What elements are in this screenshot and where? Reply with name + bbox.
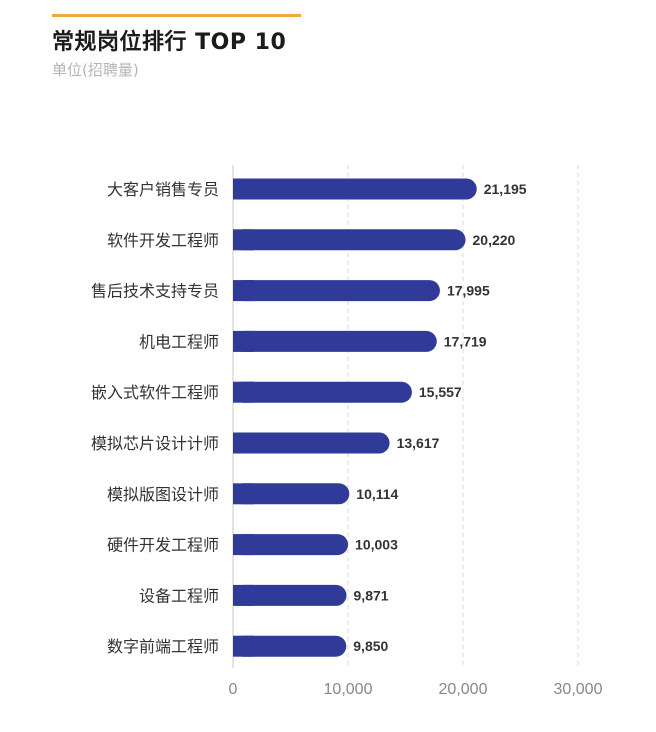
- bar-9: [233, 584, 347, 606]
- x-tick-label-30000: 30,000: [554, 681, 603, 698]
- category-label-4: 机电工程师: [139, 332, 219, 351]
- data-label-2: 20,220: [473, 232, 516, 248]
- chart-subtitle: 单位(招聘量): [52, 61, 139, 79]
- data-label-10: 9,850: [353, 638, 388, 654]
- category-label-8: 硬件开发工程师: [107, 536, 219, 555]
- bar-4: [233, 330, 437, 352]
- bar-base-10: [233, 635, 254, 657]
- data-label-6: 13,617: [397, 435, 440, 451]
- bar-base-9: [233, 584, 254, 606]
- category-label-2: 软件开发工程师: [107, 231, 219, 250]
- bar-base-8: [233, 534, 254, 556]
- category-label-10: 数字前端工程师: [107, 637, 219, 656]
- chart-title: 常规岗位排行 TOP 10: [52, 30, 287, 55]
- category-label-3: 售后技术支持专员: [91, 282, 219, 301]
- x-tick-label-10000: 10,000: [324, 681, 373, 698]
- bar-base-7: [233, 483, 254, 505]
- bar-base-4: [233, 330, 254, 352]
- title-accent-line: [52, 14, 301, 17]
- bar-base-2: [233, 229, 254, 251]
- category-label-1: 大客户销售专员: [107, 180, 219, 199]
- bar-base-5: [233, 381, 254, 403]
- bar-base-1: [233, 178, 254, 200]
- category-label-9: 设备工程师: [139, 586, 219, 605]
- category-label-6: 模拟芯片设计计师: [91, 434, 219, 453]
- data-label-7: 10,114: [356, 486, 398, 502]
- data-label-9: 9,871: [354, 587, 389, 603]
- category-label-5: 嵌入式软件工程师: [91, 383, 219, 402]
- bar-6: [233, 432, 390, 454]
- bar-2: [233, 229, 466, 251]
- data-label-4: 17,719: [444, 333, 487, 349]
- bar-base-3: [233, 280, 254, 302]
- data-label-5: 15,557: [419, 384, 462, 400]
- bar-1: [233, 178, 477, 200]
- category-label-7: 模拟版图设计师: [107, 485, 219, 504]
- bar-10: [233, 635, 347, 657]
- bar-7: [233, 483, 350, 505]
- bar-8: [233, 534, 349, 556]
- data-label-8: 10,003: [355, 537, 398, 553]
- x-tick-label-0: 0: [229, 681, 238, 698]
- data-label-3: 17,995: [447, 283, 490, 299]
- x-tick-label-20000: 20,000: [439, 681, 488, 698]
- data-label-1: 21,195: [484, 181, 527, 197]
- bar-3: [233, 280, 440, 302]
- bar-base-6: [233, 432, 254, 454]
- bar-5: [233, 381, 412, 403]
